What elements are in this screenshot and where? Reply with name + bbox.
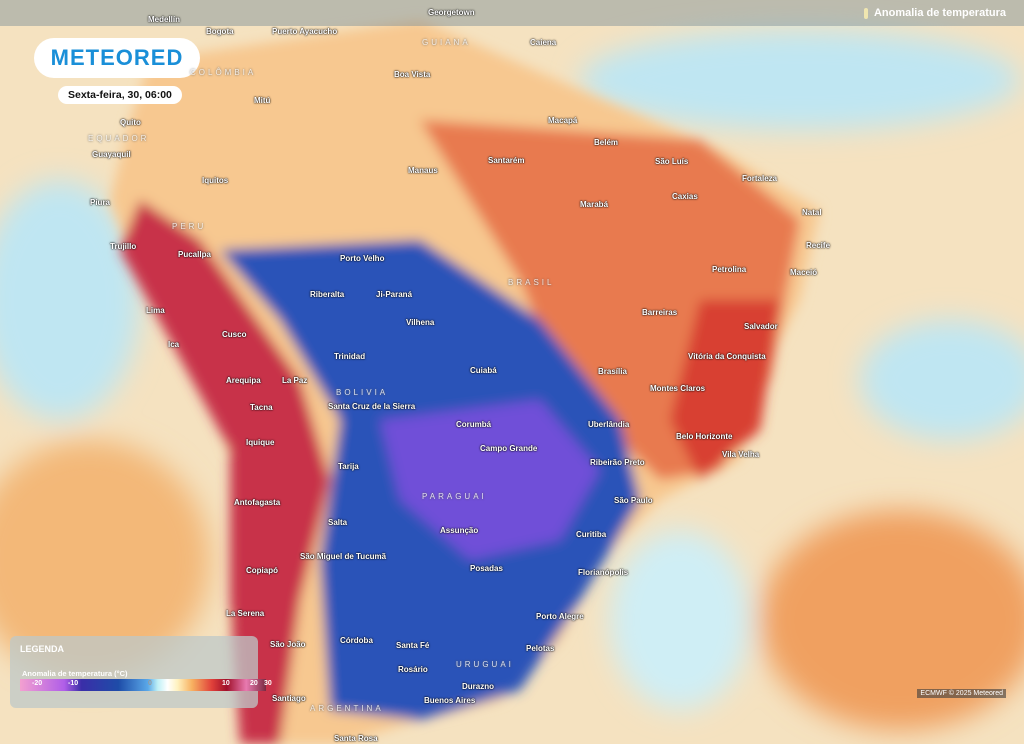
city-label: Medellín: [148, 15, 181, 24]
city-label: La Paz: [282, 376, 308, 385]
city-label: Ji-Paraná: [376, 290, 413, 299]
city-label: Florianópolis: [578, 568, 629, 577]
city-label: Belo Horizonte: [676, 432, 733, 441]
city-label: Tacna: [250, 403, 273, 412]
city-label: Pelotas: [526, 644, 555, 653]
color-scale: -20 -10 0 10 20 30: [20, 679, 272, 691]
city-label: Porto Alegre: [536, 612, 584, 621]
credit: ECMWF © 2025 Meteored: [917, 689, 1006, 698]
city-label: Cusco: [222, 330, 247, 339]
city-label: Quito: [120, 118, 141, 127]
city-label: Maceió: [790, 268, 818, 277]
legend-tick: -10: [68, 680, 79, 687]
city-label: Natal: [802, 208, 822, 217]
city-label: São Paulo: [614, 496, 653, 505]
country-label: PERU: [172, 222, 207, 231]
city-label: Caxias: [672, 192, 698, 201]
city-label: Tarija: [338, 462, 359, 471]
country-label: BRASIL: [508, 278, 555, 287]
city-label: Vila Velha: [722, 450, 760, 459]
city-label: Buenos Aires: [424, 696, 476, 705]
city-label: Campo Grande: [480, 444, 538, 453]
city-label: Santa Fé: [396, 641, 430, 650]
city-label: Iquitos: [202, 176, 229, 185]
top-bar: [0, 0, 1024, 26]
city-label: Brasília: [598, 367, 627, 376]
thermometer-icon: [863, 7, 868, 19]
city-label: Macapá: [548, 116, 578, 125]
city-label: Santarém: [488, 156, 525, 165]
city-label: Cuiabá: [470, 366, 497, 375]
country-label: URUGUAI: [456, 660, 514, 669]
city-label: Vilhena: [406, 318, 435, 327]
forecast-date[interactable]: Sexta-feira, 30, 06:00: [58, 86, 182, 104]
legend-tick: 20: [250, 680, 258, 687]
city-label: Rosário: [398, 665, 428, 674]
city-label: Guayaquil: [92, 150, 131, 159]
city-label: Assunção: [440, 526, 479, 535]
legend-tick: 10: [222, 680, 230, 687]
city-label: Ica: [168, 340, 180, 349]
city-label: Bogota: [206, 27, 234, 36]
city-label: Trinidad: [334, 352, 366, 361]
country-label: BOLIVIA: [336, 388, 389, 397]
city-label: Puerto Ayacucho: [272, 27, 338, 36]
city-label: São João: [270, 640, 306, 649]
city-label: La Serena: [226, 609, 265, 618]
country-label: PARAGUAI: [422, 492, 487, 501]
city-label: São Miguel de Tucumã: [300, 552, 387, 561]
country-label: ARGENTINA: [310, 704, 384, 713]
city-label: Corumbá: [456, 420, 492, 429]
city-label: Copiapó: [246, 566, 278, 575]
country-label: GUIANA: [422, 38, 471, 47]
city-label: Porto Velho: [340, 254, 385, 263]
city-label: Marabá: [580, 200, 609, 209]
city-label: Lima: [146, 306, 165, 315]
city-label: Mitú: [254, 96, 271, 105]
legend: LEGENDA Anomalia de temperatura (°C) -20…: [10, 636, 272, 708]
city-label: Durazno: [462, 682, 494, 691]
city-label: São Luís: [655, 157, 689, 166]
city-label: Santiago: [272, 694, 306, 703]
country-label: COLÔMBIA: [190, 68, 257, 77]
city-label: Uberlândia: [588, 420, 630, 429]
city-label: Santa Cruz de la Sierra: [328, 402, 416, 411]
city-label: Salvador: [744, 322, 778, 331]
city-label: Riberalta: [310, 290, 345, 299]
city-label: Curitiba: [576, 530, 607, 539]
city-label: Fortaleza: [742, 174, 778, 183]
city-label: Córdoba: [340, 636, 373, 645]
city-label: Petrolina: [712, 265, 747, 274]
city-label: Arequipa: [226, 376, 261, 385]
city-label: Trujillo: [110, 242, 137, 251]
city-label: Piura: [90, 198, 111, 207]
legend-tick: -20: [32, 680, 43, 687]
city-label: Vitória da Conquista: [688, 352, 766, 361]
city-label: Antofagasta: [234, 498, 281, 507]
meteored-logo[interactable]: METEORED: [34, 38, 200, 78]
legend-subtitle: Anomalia de temperatura (°C): [22, 669, 128, 678]
city-label: Salta: [328, 518, 348, 527]
layer-selector[interactable]: Anomalia de temperatura: [863, 7, 1006, 19]
city-label: Iquique: [246, 438, 275, 447]
layer-label: Anomalia de temperatura: [873, 7, 1006, 19]
city-label: Recife: [806, 241, 831, 250]
city-label: Barreiras: [642, 308, 678, 317]
city-label: Santa Rosa: [334, 734, 378, 743]
legend-title: LEGENDA: [20, 644, 65, 654]
legend-tick: 30: [264, 680, 272, 687]
city-label: Ribeirão Preto: [590, 458, 645, 467]
country-label: EQUADOR: [88, 134, 150, 143]
city-label: Georgetown: [428, 8, 475, 17]
city-label: Montes Claros: [650, 384, 706, 393]
city-label: Belém: [594, 138, 619, 147]
legend-tick: 0: [148, 680, 152, 687]
city-label: Boa Vista: [394, 70, 431, 79]
city-label: Manaus: [408, 166, 438, 175]
city-label: Posadas: [470, 564, 503, 573]
city-label: Pucallpa: [178, 250, 211, 259]
city-label: Caiena: [530, 38, 557, 47]
